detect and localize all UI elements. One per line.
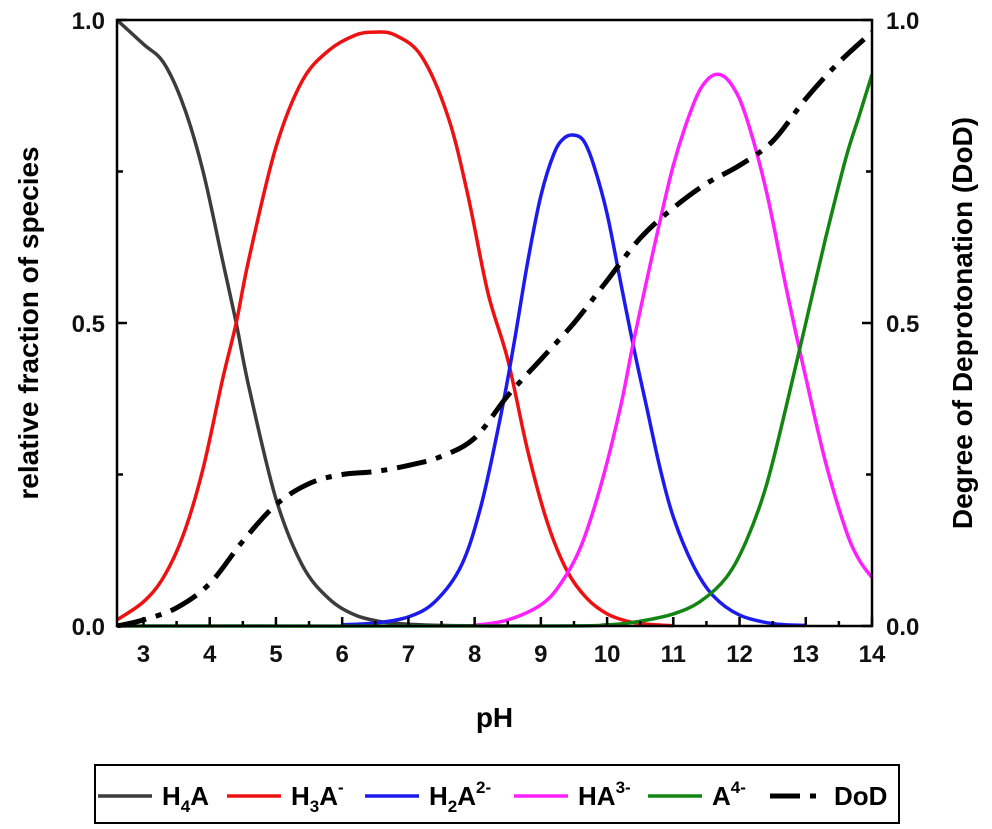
series-line-3 xyxy=(474,72,872,628)
legend-label-1: H3A- xyxy=(291,778,344,816)
legend-label-2: H2A2- xyxy=(429,778,491,816)
series-layer xyxy=(117,18,872,628)
x-tick-label: 9 xyxy=(534,641,547,668)
y2-axis-title: Degree of Deprotonation (DoD) xyxy=(947,117,978,529)
y-axis-title: relative fraction of species xyxy=(13,146,44,499)
axes-layer: 3 4 5 6 7 8 9 10 11 12 13 140.00.51.00.00.51.0 xyxy=(72,8,920,668)
x-axis-title: pH xyxy=(476,702,513,733)
legend: H4A H3A- H2A2- HA3- A4- DoD xyxy=(94,764,900,824)
legend-label-5: DoD xyxy=(834,781,887,811)
series-line-1 xyxy=(117,30,674,628)
series-line-2 xyxy=(342,133,806,628)
x-tick-label: 12 xyxy=(726,641,753,668)
legend-items: H4A H3A- H2A2- HA3- A4- DoD xyxy=(98,778,887,816)
legend-label-3: HA3- xyxy=(578,778,631,811)
legend-box xyxy=(94,764,900,824)
x-tick-label: 4 xyxy=(203,641,217,668)
y-tick-label: 0.5 xyxy=(72,311,105,338)
legend-label-4: A4- xyxy=(712,778,746,811)
plot-frame xyxy=(115,18,874,628)
series-line-0 xyxy=(117,18,508,628)
x-tick-label: 3 xyxy=(137,641,150,668)
series-line-5 xyxy=(117,30,872,628)
x-tick-label: 8 xyxy=(468,641,481,668)
x-tick-label: 10 xyxy=(594,641,621,668)
x-tick-label: 11 xyxy=(661,641,686,668)
legend-label-0: H4A xyxy=(162,781,209,816)
x-tick-label: 14 xyxy=(859,641,886,668)
x-tick-label: 5 xyxy=(269,641,282,668)
x-tick-label: 13 xyxy=(792,641,819,668)
x-tick-label: 7 xyxy=(402,641,415,668)
y2-tick-label: 0.0 xyxy=(886,614,919,641)
y2-tick-label: 0.5 xyxy=(886,311,919,338)
y2-tick-label: 1.0 xyxy=(886,8,919,35)
y-tick-label: 0.0 xyxy=(72,614,105,641)
y-tick-label: 1.0 xyxy=(72,8,105,35)
x-tick-label: 6 xyxy=(335,641,348,668)
